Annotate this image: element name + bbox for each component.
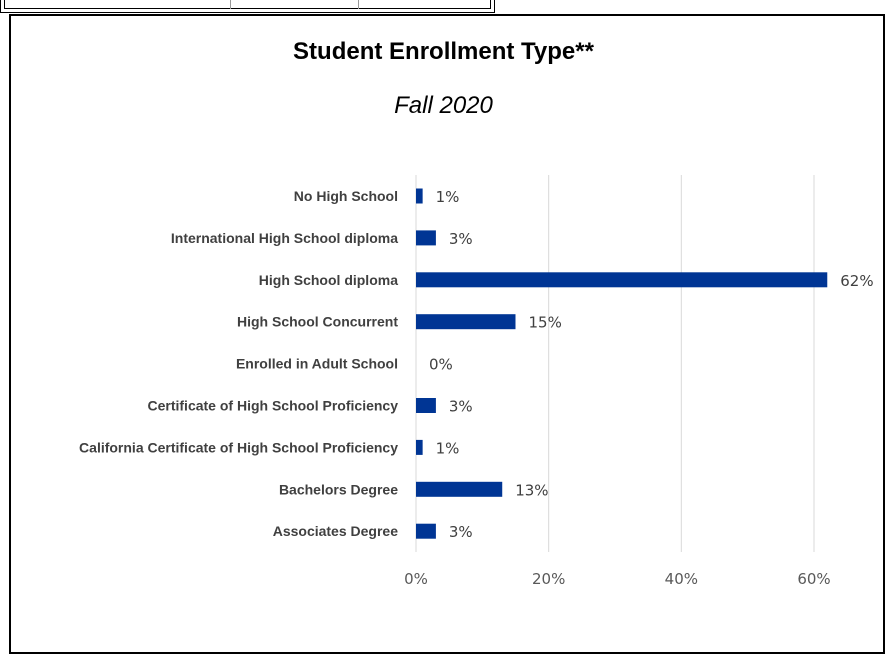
category-label: Certificate of High School Proficiency (148, 398, 399, 414)
data-label: 62% (840, 272, 873, 290)
category-label: High School diploma (259, 272, 398, 288)
bar (416, 314, 516, 330)
x-tick-label: 0% (404, 570, 428, 588)
data-label: 15% (529, 314, 562, 332)
x-tick-label: 20% (532, 570, 565, 588)
chart-title: Student Enrollment Type** (293, 38, 594, 65)
category-labels: No High School International High School … (79, 188, 398, 539)
category-label: No High School (294, 188, 398, 204)
data-label: 1% (436, 188, 460, 206)
table-border-outer (0, 0, 495, 13)
bars (416, 188, 828, 539)
bar (416, 188, 423, 204)
data-label: 3% (449, 398, 473, 416)
data-label: 3% (449, 523, 473, 541)
bar (416, 272, 828, 288)
data-label: 1% (436, 439, 460, 457)
data-labels: 1% 3% 62% 15% 0% 3% 1% 13% 3% (429, 188, 874, 541)
bar (416, 398, 436, 413)
category-label: Associates Degree (273, 523, 399, 539)
category-label: Bachelors Degree (279, 481, 398, 497)
x-tick-label: 60% (797, 570, 830, 588)
bar (416, 439, 423, 455)
table-divider (230, 0, 231, 9)
data-label: 3% (449, 230, 473, 248)
chart-subtitle: Fall 2020 (394, 92, 493, 119)
category-label: California Certificate of High School Pr… (79, 439, 398, 455)
category-label: High School Concurrent (237, 314, 398, 330)
category-label: Enrolled in Adult School (236, 356, 398, 372)
x-tick-label: 40% (665, 570, 698, 588)
table-divider (358, 0, 359, 9)
bar (416, 230, 436, 246)
x-tick-labels: 0% 20% 40% 60% (404, 570, 831, 588)
data-label: 0% (429, 356, 453, 374)
top-table-fragment (0, 0, 495, 14)
data-label: 13% (515, 481, 548, 499)
bar (416, 523, 436, 539)
category-label: International High School diploma (171, 230, 398, 246)
table-border-inner (4, 0, 491, 9)
bar (416, 481, 503, 497)
